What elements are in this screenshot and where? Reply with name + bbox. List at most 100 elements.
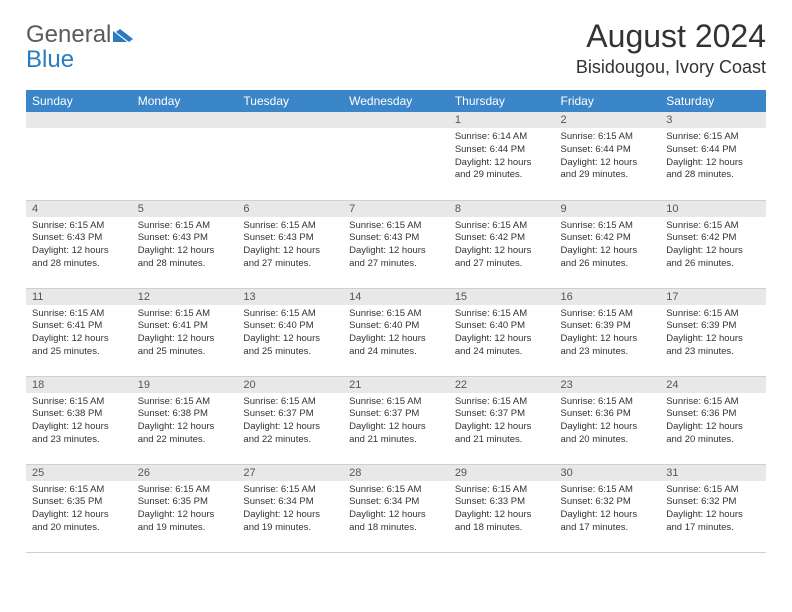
sunrise-text: Sunrise: 6:15 AM: [561, 220, 655, 233]
day-number: 5: [132, 201, 238, 217]
header: GeneralBlue August 2024 Bisidougou, Ivor…: [26, 18, 766, 78]
sunset-text: Sunset: 6:35 PM: [138, 496, 232, 509]
sunrise-text: Sunrise: 6:15 AM: [32, 396, 126, 409]
empty-cell: [343, 112, 449, 200]
day-body: Sunrise: 6:15 AMSunset: 6:43 PMDaylight:…: [132, 217, 238, 275]
sunrise-text: Sunrise: 6:15 AM: [243, 308, 337, 321]
sunset-text: Sunset: 6:38 PM: [32, 408, 126, 421]
sunset-text: Sunset: 6:42 PM: [666, 232, 760, 245]
day-body: Sunrise: 6:15 AMSunset: 6:35 PMDaylight:…: [26, 481, 132, 539]
sunset-text: Sunset: 6:40 PM: [349, 320, 443, 333]
daylight-text: Daylight: 12 hours and 23 minutes.: [561, 333, 655, 359]
daylight-text: Daylight: 12 hours and 23 minutes.: [666, 333, 760, 359]
day-cell: 17Sunrise: 6:15 AMSunset: 6:39 PMDayligh…: [660, 288, 766, 376]
day-body: [132, 128, 238, 188]
daylight-text: Daylight: 12 hours and 28 minutes.: [32, 245, 126, 271]
day-number: 7: [343, 201, 449, 217]
day-number: 26: [132, 465, 238, 481]
daylight-text: Daylight: 12 hours and 24 minutes.: [349, 333, 443, 359]
day-cell: 12Sunrise: 6:15 AMSunset: 6:41 PMDayligh…: [132, 288, 238, 376]
sunrise-text: Sunrise: 6:15 AM: [243, 396, 337, 409]
sunset-text: Sunset: 6:32 PM: [666, 496, 760, 509]
day-number: 23: [555, 377, 661, 393]
day-cell: 19Sunrise: 6:15 AMSunset: 6:38 PMDayligh…: [132, 376, 238, 464]
day-body: Sunrise: 6:15 AMSunset: 6:43 PMDaylight:…: [343, 217, 449, 275]
sunset-text: Sunset: 6:42 PM: [455, 232, 549, 245]
sunset-text: Sunset: 6:39 PM: [561, 320, 655, 333]
day-cell: 8Sunrise: 6:15 AMSunset: 6:42 PMDaylight…: [449, 200, 555, 288]
empty-cell: [237, 112, 343, 200]
day-cell: 25Sunrise: 6:15 AMSunset: 6:35 PMDayligh…: [26, 464, 132, 552]
calendar-row: 25Sunrise: 6:15 AMSunset: 6:35 PMDayligh…: [26, 464, 766, 552]
logo-icon: [113, 22, 133, 47]
sunset-text: Sunset: 6:36 PM: [561, 408, 655, 421]
day-body: Sunrise: 6:15 AMSunset: 6:36 PMDaylight:…: [660, 393, 766, 451]
daylight-text: Daylight: 12 hours and 20 minutes.: [561, 421, 655, 447]
sunset-text: Sunset: 6:43 PM: [243, 232, 337, 245]
day-header-sunday: Sunday: [26, 90, 132, 112]
day-body: Sunrise: 6:15 AMSunset: 6:37 PMDaylight:…: [237, 393, 343, 451]
daylight-text: Daylight: 12 hours and 25 minutes.: [138, 333, 232, 359]
daylight-text: Daylight: 12 hours and 26 minutes.: [561, 245, 655, 271]
day-cell: 11Sunrise: 6:15 AMSunset: 6:41 PMDayligh…: [26, 288, 132, 376]
day-number: 8: [449, 201, 555, 217]
logo: GeneralBlue: [26, 18, 133, 72]
day-cell: 2Sunrise: 6:15 AMSunset: 6:44 PMDaylight…: [555, 112, 661, 200]
sunset-text: Sunset: 6:43 PM: [138, 232, 232, 245]
sunrise-text: Sunrise: 6:15 AM: [32, 220, 126, 233]
sunset-text: Sunset: 6:40 PM: [243, 320, 337, 333]
sunset-text: Sunset: 6:44 PM: [666, 144, 760, 157]
daylight-text: Daylight: 12 hours and 21 minutes.: [349, 421, 443, 447]
day-number: 2: [555, 112, 661, 128]
day-header-monday: Monday: [132, 90, 238, 112]
day-cell: 6Sunrise: 6:15 AMSunset: 6:43 PMDaylight…: [237, 200, 343, 288]
day-cell: 15Sunrise: 6:15 AMSunset: 6:40 PMDayligh…: [449, 288, 555, 376]
day-number: 11: [26, 289, 132, 305]
day-body: Sunrise: 6:15 AMSunset: 6:40 PMDaylight:…: [449, 305, 555, 363]
day-body: Sunrise: 6:15 AMSunset: 6:38 PMDaylight:…: [132, 393, 238, 451]
day-cell: 27Sunrise: 6:15 AMSunset: 6:34 PMDayligh…: [237, 464, 343, 552]
day-cell: 29Sunrise: 6:15 AMSunset: 6:33 PMDayligh…: [449, 464, 555, 552]
daylight-text: Daylight: 12 hours and 20 minutes.: [666, 421, 760, 447]
day-body: Sunrise: 6:15 AMSunset: 6:32 PMDaylight:…: [660, 481, 766, 539]
sunrise-text: Sunrise: 6:14 AM: [455, 131, 549, 144]
sunset-text: Sunset: 6:41 PM: [32, 320, 126, 333]
sunrise-text: Sunrise: 6:15 AM: [455, 484, 549, 497]
sunset-text: Sunset: 6:34 PM: [243, 496, 337, 509]
day-body: Sunrise: 6:15 AMSunset: 6:35 PMDaylight:…: [132, 481, 238, 539]
day-body: Sunrise: 6:15 AMSunset: 6:42 PMDaylight:…: [449, 217, 555, 275]
day-number: 13: [237, 289, 343, 305]
day-body: Sunrise: 6:15 AMSunset: 6:41 PMDaylight:…: [26, 305, 132, 363]
day-body: Sunrise: 6:15 AMSunset: 6:44 PMDaylight:…: [660, 128, 766, 186]
day-body: Sunrise: 6:15 AMSunset: 6:32 PMDaylight:…: [555, 481, 661, 539]
day-number: [26, 112, 132, 128]
day-number: 15: [449, 289, 555, 305]
daylight-text: Daylight: 12 hours and 24 minutes.: [455, 333, 549, 359]
day-cell: 30Sunrise: 6:15 AMSunset: 6:32 PMDayligh…: [555, 464, 661, 552]
sunrise-text: Sunrise: 6:15 AM: [561, 131, 655, 144]
day-body: Sunrise: 6:15 AMSunset: 6:34 PMDaylight:…: [237, 481, 343, 539]
day-number: 28: [343, 465, 449, 481]
day-body: Sunrise: 6:15 AMSunset: 6:42 PMDaylight:…: [660, 217, 766, 275]
sunrise-text: Sunrise: 6:15 AM: [243, 484, 337, 497]
sunset-text: Sunset: 6:34 PM: [349, 496, 443, 509]
day-body: Sunrise: 6:15 AMSunset: 6:34 PMDaylight:…: [343, 481, 449, 539]
title-block: August 2024 Bisidougou, Ivory Coast: [576, 18, 766, 78]
day-number: 21: [343, 377, 449, 393]
sunrise-text: Sunrise: 6:15 AM: [138, 308, 232, 321]
sunset-text: Sunset: 6:38 PM: [138, 408, 232, 421]
day-number: 12: [132, 289, 238, 305]
sunrise-text: Sunrise: 6:15 AM: [666, 220, 760, 233]
sunrise-text: Sunrise: 6:15 AM: [138, 484, 232, 497]
empty-cell: [26, 112, 132, 200]
sunset-text: Sunset: 6:37 PM: [243, 408, 337, 421]
daylight-text: Daylight: 12 hours and 28 minutes.: [138, 245, 232, 271]
day-header-friday: Friday: [555, 90, 661, 112]
day-cell: 23Sunrise: 6:15 AMSunset: 6:36 PMDayligh…: [555, 376, 661, 464]
day-cell: 9Sunrise: 6:15 AMSunset: 6:42 PMDaylight…: [555, 200, 661, 288]
sunset-text: Sunset: 6:44 PM: [455, 144, 549, 157]
month-title: August 2024: [576, 18, 766, 55]
day-body: Sunrise: 6:15 AMSunset: 6:43 PMDaylight:…: [26, 217, 132, 275]
daylight-text: Daylight: 12 hours and 26 minutes.: [666, 245, 760, 271]
location: Bisidougou, Ivory Coast: [576, 57, 766, 78]
